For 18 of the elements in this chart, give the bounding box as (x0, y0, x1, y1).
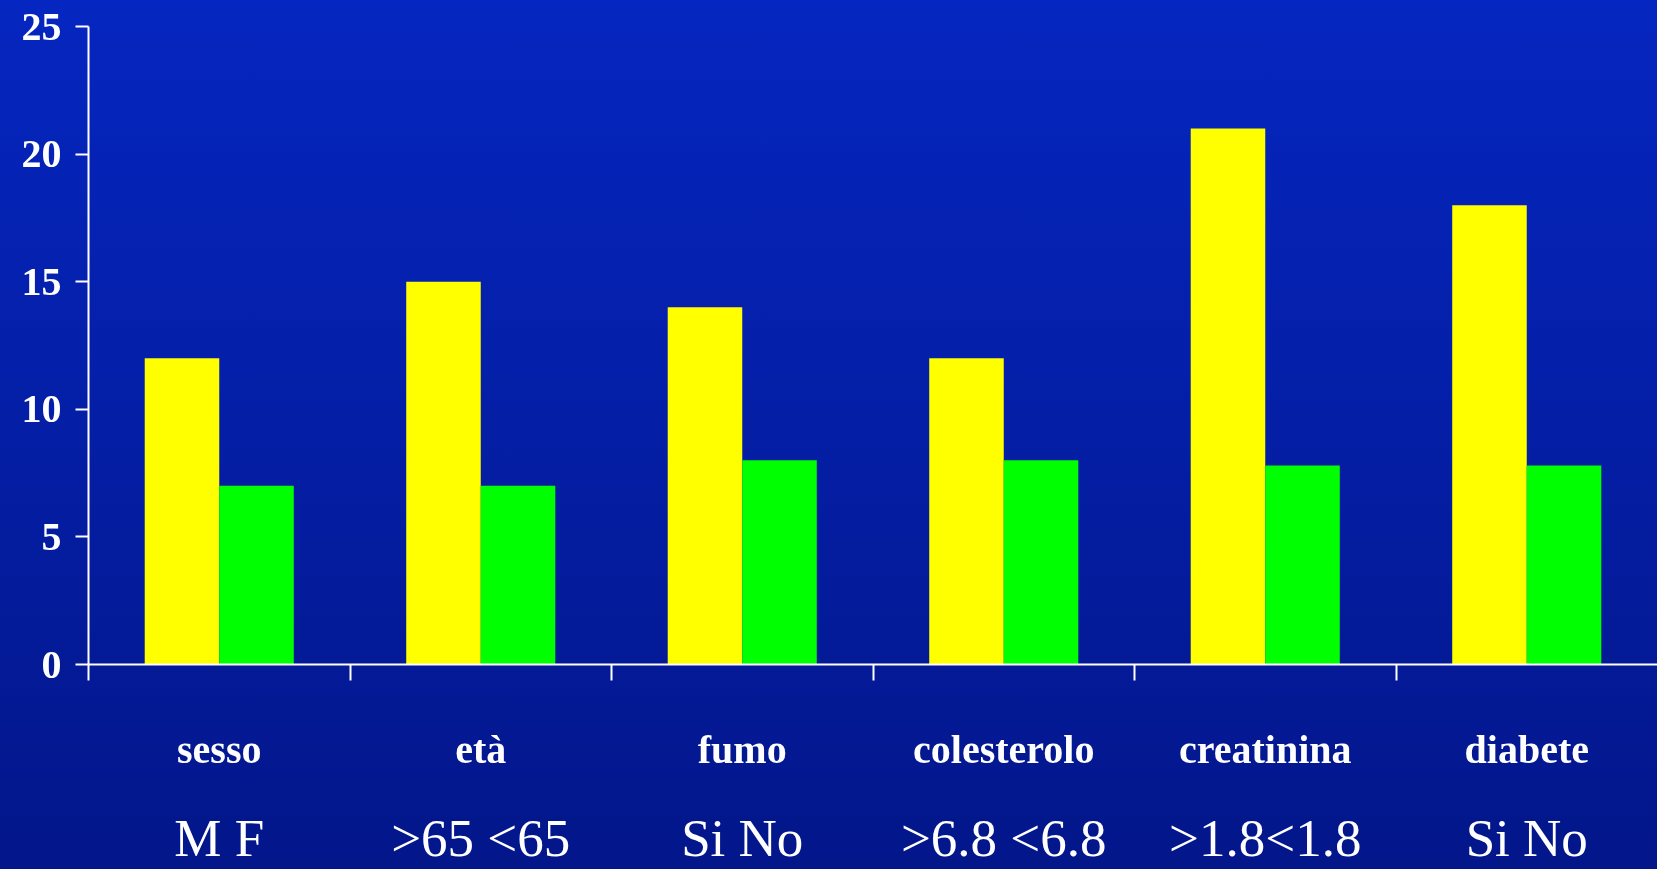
text: Si No (681, 808, 804, 867)
x-tick-label: colesterolo (913, 726, 1095, 772)
y-tick-label: 25 (21, 3, 62, 49)
x-tick-label: sesso (177, 726, 262, 772)
x-tick-label: diabete (1464, 726, 1589, 772)
y-tick-label: 15 (21, 258, 62, 304)
y-tick-label: 10 (21, 386, 62, 432)
x-tick-label: fumo (697, 726, 787, 772)
text: >1.8<1.8 (1169, 808, 1362, 867)
y-tick-label: 5 (41, 513, 62, 559)
x-tick-label: creatinina (1178, 726, 1352, 772)
text: Si No (1465, 808, 1588, 867)
text: >65 <65 (391, 808, 571, 867)
text: >6.8 <6.8 (900, 808, 1107, 867)
x-tick-label: età (455, 726, 507, 772)
text: M F (174, 808, 265, 867)
y-tick-label: 20 (21, 131, 62, 177)
y-tick-label: 0 (41, 641, 62, 687)
